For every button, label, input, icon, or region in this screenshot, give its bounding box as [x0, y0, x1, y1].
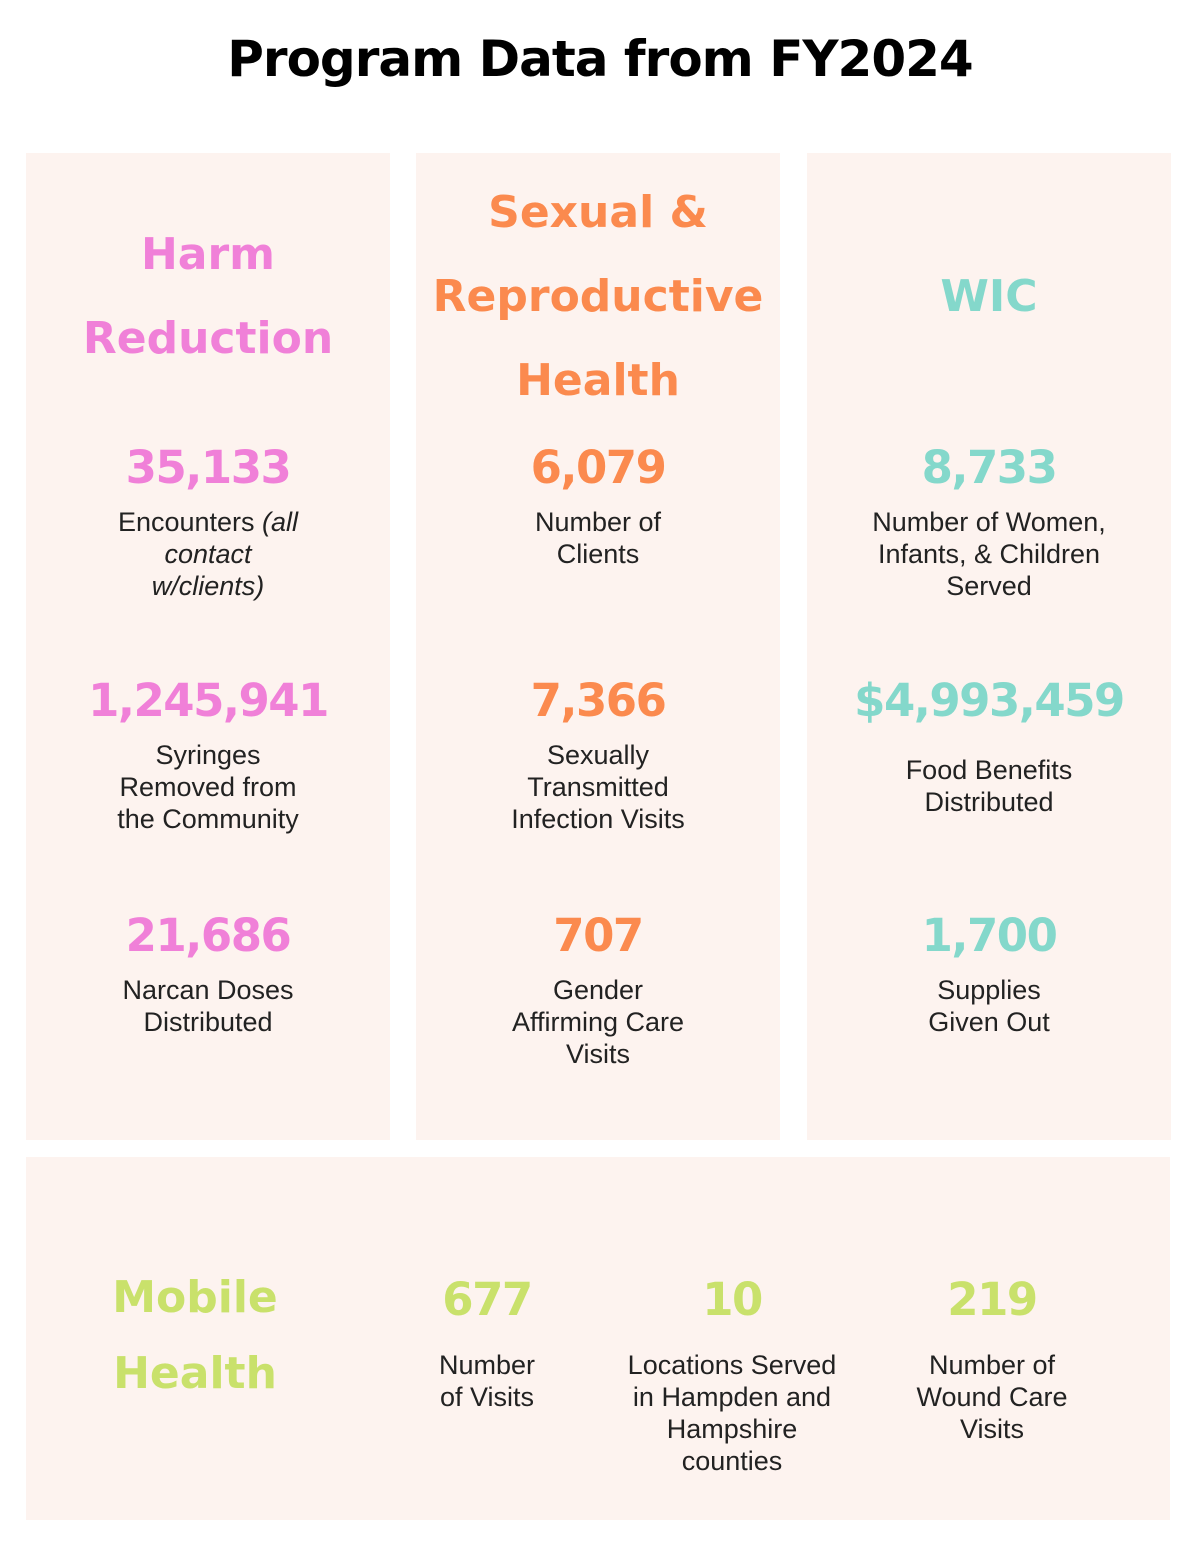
stat-label: Narcan Doses Distributed: [122, 975, 294, 1037]
stat-label: Locations Served in Hampden and Hampshir…: [627, 1350, 837, 1476]
program-heading: WIC: [940, 270, 1038, 322]
program-heading: Sexual & Reproductive Health: [432, 186, 764, 406]
stat-label: Encounters (all contact w/clients): [106, 506, 311, 602]
program-heading: Harm Reduction: [82, 228, 334, 364]
stat-label: Syringes Removed from the Community: [117, 740, 299, 834]
stat-value: 7,366: [530, 674, 667, 727]
program-panel: [26, 153, 390, 1140]
stat-label: Number of Clients: [534, 507, 662, 569]
stat-label: Number of Women, Infants, & Children Ser…: [872, 507, 1106, 601]
stat-value: 677: [442, 1273, 533, 1326]
stat-value: 219: [947, 1273, 1038, 1326]
stat-label-text: Encounters: [117, 507, 255, 537]
stat-value: 1,245,941: [88, 674, 329, 727]
stat-value: 10: [702, 1273, 763, 1326]
mobile-panel: [26, 1157, 1170, 1520]
mobile-heading: Mobile Health: [112, 1272, 278, 1399]
stat-value: 6,079: [530, 441, 667, 494]
stat-label: Sexually Transmitted Infection Visits: [511, 740, 685, 834]
stat-label: Gender Affirming Care Visits: [511, 975, 685, 1069]
program-panel: [416, 153, 780, 1140]
stat-value: 35,133: [125, 441, 292, 494]
stat-label: Number of Wound Care Visits: [916, 1350, 1068, 1444]
stat-value: 8,733: [921, 441, 1058, 494]
stat-value: 707: [553, 909, 644, 962]
stat-label: Number of Visits: [438, 1350, 536, 1412]
page-title: Program Data from FY2024: [227, 30, 973, 88]
stat-label: Supplies Given Out: [928, 975, 1050, 1037]
program-panel: [807, 153, 1171, 1140]
stat-value: 1,700: [921, 909, 1058, 962]
stat-label-note: (all contact w/clients): [151, 507, 299, 601]
stat-value: $4,993,459: [854, 674, 1125, 727]
stat-label: Food Benefits Distributed: [905, 755, 1073, 817]
stat-value: 21,686: [125, 909, 292, 962]
